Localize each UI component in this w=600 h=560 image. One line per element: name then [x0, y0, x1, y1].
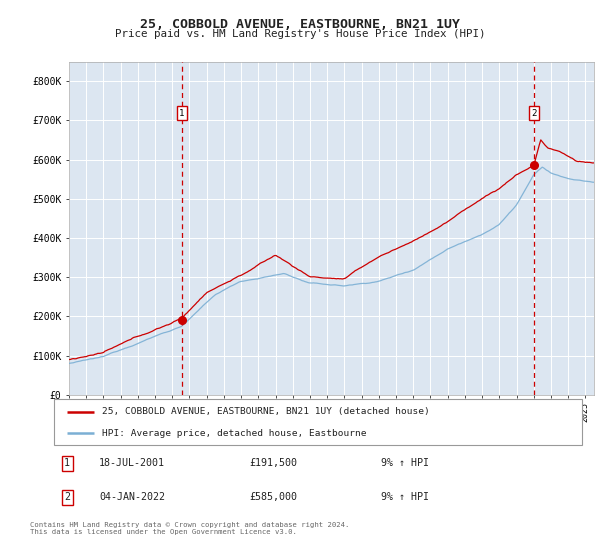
- Text: 25, COBBOLD AVENUE, EASTBOURNE, BN21 1UY: 25, COBBOLD AVENUE, EASTBOURNE, BN21 1UY: [140, 18, 460, 31]
- Text: 1: 1: [179, 109, 184, 118]
- Text: Price paid vs. HM Land Registry's House Price Index (HPI): Price paid vs. HM Land Registry's House …: [115, 29, 485, 39]
- Text: 1: 1: [64, 459, 70, 468]
- Text: £585,000: £585,000: [250, 492, 298, 502]
- Text: 25, COBBOLD AVENUE, EASTBOURNE, BN21 1UY (detached house): 25, COBBOLD AVENUE, EASTBOURNE, BN21 1UY…: [101, 407, 429, 416]
- Text: Contains HM Land Registry data © Crown copyright and database right 2024.
This d: Contains HM Land Registry data © Crown c…: [30, 522, 349, 535]
- Text: HPI: Average price, detached house, Eastbourne: HPI: Average price, detached house, East…: [101, 429, 366, 438]
- Text: 18-JUL-2001: 18-JUL-2001: [99, 459, 165, 468]
- Text: 2: 2: [531, 109, 536, 118]
- Text: 2: 2: [64, 492, 70, 502]
- Text: £191,500: £191,500: [250, 459, 298, 468]
- Text: 9% ↑ HPI: 9% ↑ HPI: [382, 492, 430, 502]
- FancyBboxPatch shape: [54, 399, 582, 445]
- Text: 04-JAN-2022: 04-JAN-2022: [99, 492, 165, 502]
- Text: 9% ↑ HPI: 9% ↑ HPI: [382, 459, 430, 468]
